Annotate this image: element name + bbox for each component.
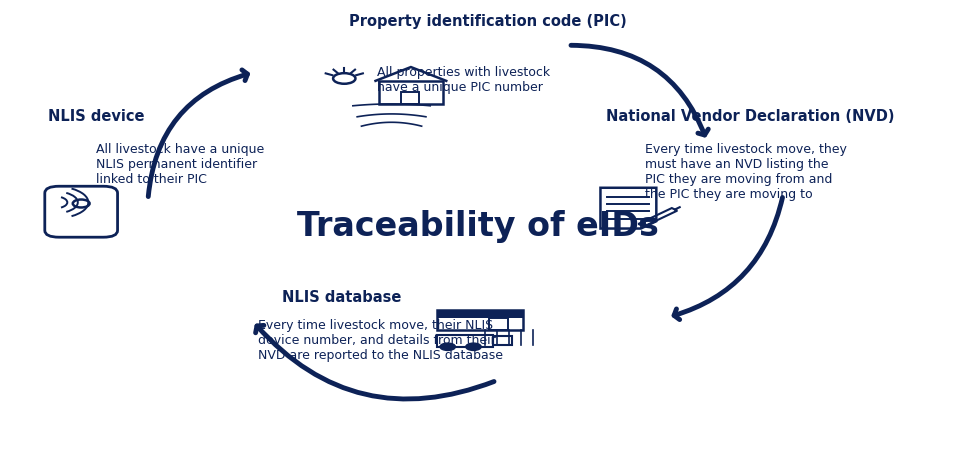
Text: Traceability of eIDs: Traceability of eIDs [297, 210, 658, 243]
Bar [437, 310, 523, 331]
Bar [437, 310, 523, 318]
Text: All livestock have a unique
NLIS permanent identifier
linked to their PIC: All livestock have a unique NLIS permane… [96, 143, 264, 186]
Circle shape [466, 343, 481, 351]
Bar [493, 337, 512, 345]
Bar [401, 92, 419, 104]
Text: Property identification code (PIC): Property identification code (PIC) [349, 14, 626, 29]
Circle shape [440, 343, 456, 351]
Text: NLIS device: NLIS device [48, 109, 144, 124]
Bar [489, 318, 508, 331]
Text: All properties with livestock
have a unique PIC number: All properties with livestock have a uni… [377, 66, 550, 94]
Text: National Vendor Declaration (NVD): National Vendor Declaration (NVD) [606, 109, 895, 124]
Bar [437, 334, 493, 347]
Text: Every time livestock move, their NLIS
device number, and details from their
NVD : Every time livestock move, their NLIS de… [258, 319, 503, 362]
Bar [378, 82, 443, 104]
Text: NLIS database: NLIS database [282, 290, 401, 305]
Text: Every time livestock move, they
must have an NVD listing the
PIC they are moving: Every time livestock move, they must hav… [645, 143, 846, 201]
